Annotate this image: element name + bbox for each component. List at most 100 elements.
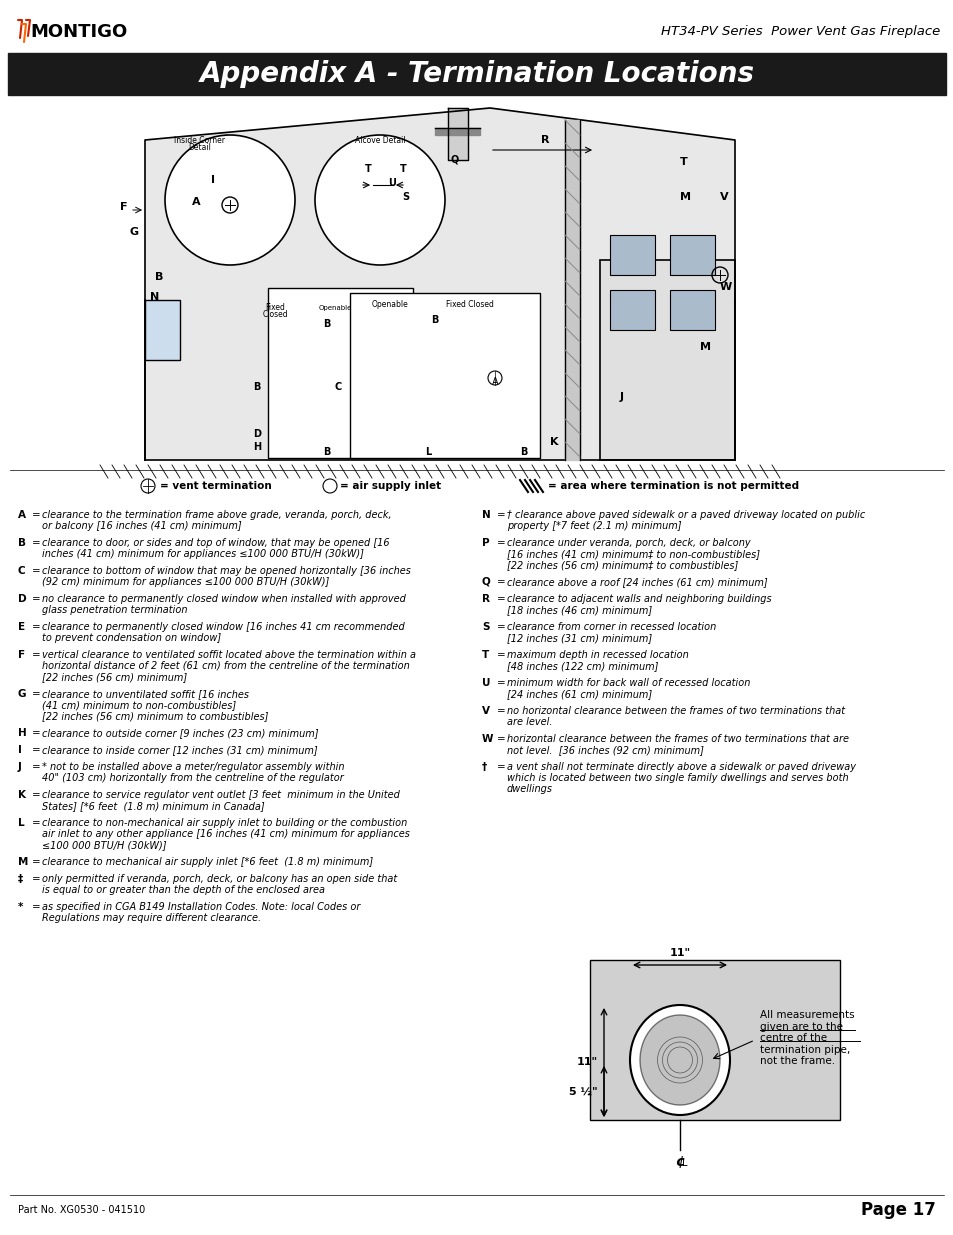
- Text: R: R: [481, 594, 490, 604]
- Text: * not to be installed above a meter/regulator assembly within: * not to be installed above a meter/regu…: [42, 762, 344, 772]
- Text: =: =: [497, 594, 505, 604]
- Text: B: B: [253, 382, 260, 391]
- Text: ¢: ¢: [675, 1155, 684, 1170]
- Text: horizontal distance of 2 feet (61 cm) from the centreline of the termination: horizontal distance of 2 feet (61 cm) fr…: [42, 661, 410, 671]
- Circle shape: [314, 135, 444, 266]
- Text: clearance to adjacent walls and neighboring buildings: clearance to adjacent walls and neighbor…: [506, 594, 771, 604]
- Text: L: L: [18, 818, 25, 827]
- Text: J: J: [18, 762, 22, 772]
- Ellipse shape: [629, 1005, 729, 1115]
- Text: =: =: [497, 622, 505, 632]
- Text: =: =: [32, 857, 41, 867]
- Text: T: T: [399, 164, 406, 174]
- Text: clearance under veranda, porch, deck, or balcony: clearance under veranda, porch, deck, or…: [506, 538, 750, 548]
- Text: MONTIGO: MONTIGO: [30, 23, 127, 41]
- Text: =: =: [32, 818, 41, 827]
- Text: =: =: [32, 762, 41, 772]
- Text: 5 ½": 5 ½": [569, 1087, 598, 1097]
- Text: [16 inches (41 cm) minimum‡ to non-combustibles]: [16 inches (41 cm) minimum‡ to non-combu…: [506, 550, 760, 559]
- Text: clearance to inside corner [12 inches (31 cm) minimum]: clearance to inside corner [12 inches (3…: [42, 745, 317, 755]
- Text: Openable: Openable: [372, 300, 408, 309]
- Text: clearance from corner in recessed location: clearance from corner in recessed locati…: [506, 622, 716, 632]
- Text: clearance to the termination frame above grade, veranda, porch, deck,: clearance to the termination frame above…: [42, 510, 392, 520]
- Text: B: B: [18, 538, 26, 548]
- Text: =: =: [32, 538, 41, 548]
- Text: [22 inches (56 cm) minimum‡ to combustibles]: [22 inches (56 cm) minimum‡ to combustib…: [506, 559, 738, 571]
- Bar: [599, 261, 734, 459]
- Text: E: E: [18, 622, 25, 632]
- Text: =: =: [32, 902, 41, 911]
- Text: maximum depth in recessed location: maximum depth in recessed location: [506, 650, 688, 659]
- Text: C: C: [335, 382, 342, 391]
- Text: 11": 11": [669, 948, 690, 958]
- Text: clearance to door, or sides and top of window, that may be opened [16: clearance to door, or sides and top of w…: [42, 538, 389, 548]
- Text: F: F: [18, 650, 25, 659]
- Text: property [*7 feet (2.1 m) minimum]: property [*7 feet (2.1 m) minimum]: [506, 521, 680, 531]
- Text: clearance to outside corner [9 inches (23 cm) minimum]: clearance to outside corner [9 inches (2…: [42, 727, 318, 739]
- Text: vertical clearance to ventilated soffit located above the termination within a: vertical clearance to ventilated soffit …: [42, 650, 416, 659]
- Text: clearance to unventilated soffit [16 inches: clearance to unventilated soffit [16 inc…: [42, 689, 249, 699]
- Bar: [268, 288, 413, 458]
- Text: B: B: [323, 447, 330, 457]
- Text: clearance above a roof [24 inches (61 cm) minimum]: clearance above a roof [24 inches (61 cm…: [506, 577, 767, 587]
- Text: =: =: [32, 745, 41, 755]
- Text: (92 cm) minimum for appliances ≤100 000 BTU/H (30kW)]: (92 cm) minimum for appliances ≤100 000 …: [42, 577, 329, 587]
- Text: [18 inches (46 cm) minimum]: [18 inches (46 cm) minimum]: [506, 605, 652, 615]
- Text: clearance to bottom of window that may be opened horizontally [36 inches: clearance to bottom of window that may b…: [42, 566, 411, 576]
- Text: I: I: [211, 175, 214, 185]
- Text: † clearance above paved sidewalk or a paved driveway located on public: † clearance above paved sidewalk or a pa…: [506, 510, 864, 520]
- Text: Openable: Openable: [318, 305, 352, 311]
- Text: A: A: [491, 377, 497, 387]
- Text: B: B: [431, 315, 438, 325]
- Text: B: B: [519, 447, 527, 457]
- Text: (41 cm) minimum to non-combustibles]: (41 cm) minimum to non-combustibles]: [42, 700, 236, 710]
- Text: =: =: [32, 727, 41, 739]
- Bar: [8, 53, 945, 95]
- Text: M: M: [679, 191, 690, 203]
- Bar: [145, 300, 180, 359]
- Text: ≤100 000 BTU/H (30kW)]: ≤100 000 BTU/H (30kW)]: [42, 840, 167, 850]
- Text: M: M: [18, 857, 29, 867]
- Text: =: =: [497, 762, 505, 772]
- Text: L: L: [424, 447, 431, 457]
- Text: minimum width for back wall of recessed location: minimum width for back wall of recessed …: [506, 678, 750, 688]
- Text: to prevent condensation on window]: to prevent condensation on window]: [42, 634, 221, 643]
- Text: [22 inches (56 cm) minimum to combustibles]: [22 inches (56 cm) minimum to combustibl…: [42, 711, 268, 721]
- Text: =: =: [497, 577, 505, 587]
- Text: All measurements
given are to the
centre of the
termination pipe,
not the frame.: All measurements given are to the centre…: [760, 1010, 854, 1066]
- Text: dwellings: dwellings: [506, 784, 553, 794]
- Text: HT34-PV Series  Power Vent Gas Fireplace: HT34-PV Series Power Vent Gas Fireplace: [660, 26, 939, 38]
- Text: Fixed Closed: Fixed Closed: [446, 300, 494, 309]
- Bar: [669, 290, 714, 330]
- Text: clearance to service regulator vent outlet [3 feet  minimum in the United: clearance to service regulator vent outl…: [42, 790, 399, 800]
- Text: Detail: Detail: [189, 143, 212, 152]
- Text: F: F: [120, 203, 128, 212]
- Text: = vent termination: = vent termination: [160, 480, 272, 492]
- Text: inches (41 cm) minimum for appliances ≤100 000 BTU/H (30kW)]: inches (41 cm) minimum for appliances ≤1…: [42, 550, 363, 559]
- Text: Inside Corner: Inside Corner: [174, 136, 225, 144]
- Text: T: T: [481, 650, 489, 659]
- Text: =: =: [497, 538, 505, 548]
- Text: *: *: [18, 902, 24, 911]
- Text: L: L: [681, 1158, 687, 1168]
- Text: which is located between two single family dwellings and serves both: which is located between two single fami…: [506, 773, 848, 783]
- Polygon shape: [145, 107, 734, 459]
- Text: =: =: [32, 594, 41, 604]
- Circle shape: [165, 135, 294, 266]
- Bar: [669, 235, 714, 275]
- Ellipse shape: [639, 1015, 720, 1105]
- Text: D: D: [253, 429, 261, 438]
- Text: T: T: [679, 157, 687, 167]
- Text: = area where termination is not permitted: = area where termination is not permitte…: [547, 480, 799, 492]
- Text: Closed: Closed: [262, 310, 288, 319]
- Polygon shape: [435, 128, 479, 135]
- Polygon shape: [564, 120, 579, 459]
- Text: =: =: [497, 650, 505, 659]
- Text: U: U: [388, 178, 395, 188]
- Text: 11": 11": [577, 1057, 598, 1067]
- Text: B: B: [154, 272, 163, 282]
- Text: are level.: are level.: [506, 718, 552, 727]
- Text: A: A: [18, 510, 26, 520]
- Text: =: =: [32, 510, 41, 520]
- Text: C: C: [18, 566, 26, 576]
